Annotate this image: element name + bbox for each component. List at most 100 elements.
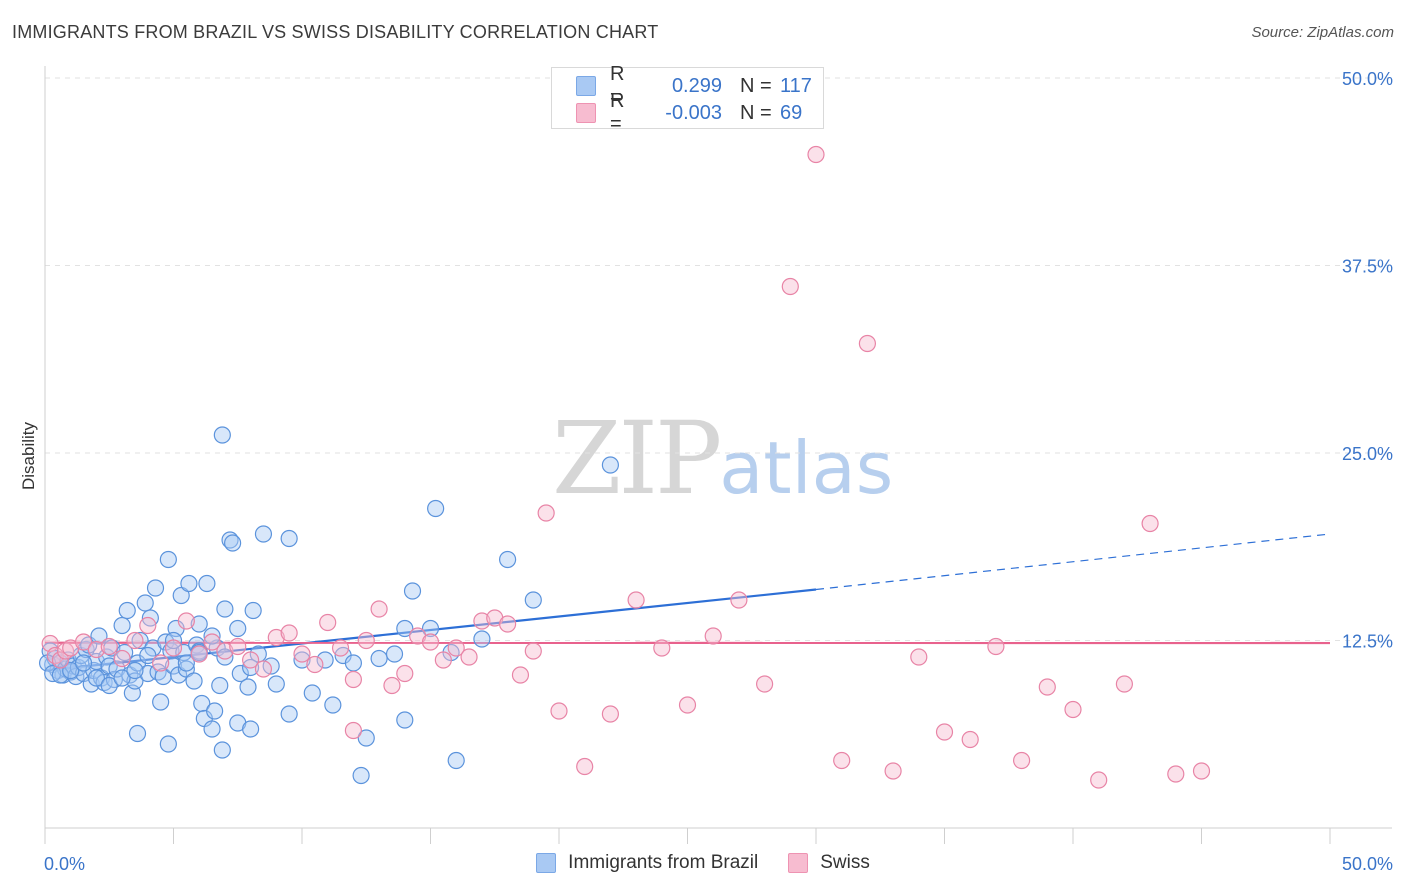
data-point [139, 646, 157, 665]
data-point [224, 534, 242, 552]
data-point [385, 645, 404, 663]
data-point [935, 723, 954, 741]
series-swiss-points [41, 145, 1211, 789]
data-point [267, 675, 285, 693]
legend-r-value: -0.003 [665, 101, 722, 124]
legend-label-brazil: Immigrants from Brazil [568, 852, 759, 873]
data-point [90, 627, 108, 645]
data-point [1192, 762, 1211, 780]
data-point [396, 711, 414, 729]
legend-n-value: 117 [780, 74, 812, 97]
data-point [499, 550, 517, 569]
data-point [159, 550, 177, 569]
data-point [524, 591, 542, 609]
data-point [164, 639, 183, 657]
data-point [370, 600, 388, 618]
data-point [1141, 514, 1159, 533]
legend-label-swiss: Swiss [820, 852, 870, 873]
legend-row-swiss: R = -0.003 N = 69 [576, 90, 820, 135]
legend-item-swiss[interactable]: Swiss [788, 852, 870, 874]
data-point [499, 615, 517, 633]
watermark-atlas: atlas [719, 426, 894, 510]
data-point [51, 666, 70, 684]
data-point [139, 616, 157, 635]
data-point [198, 574, 216, 593]
data-point [357, 729, 375, 747]
data-point [1167, 765, 1185, 783]
data-point [1064, 700, 1082, 719]
gridlines [45, 77, 1392, 641]
data-point [331, 639, 350, 657]
legend-r-label: R = [610, 63, 625, 108]
data-point [254, 660, 273, 678]
data-point [447, 639, 465, 657]
data-point [961, 730, 979, 749]
data-point [239, 678, 257, 696]
data-point [319, 613, 337, 632]
data-point [177, 654, 195, 672]
data-point [1090, 771, 1108, 789]
data-point [51, 651, 70, 669]
legend-n-label: N = [740, 101, 772, 124]
data-point [434, 651, 452, 669]
data-point [576, 757, 594, 776]
data-point [118, 601, 136, 620]
data-point [306, 655, 324, 674]
data-point [403, 582, 422, 600]
watermark-zip: ZIP [552, 400, 722, 517]
data-point [242, 651, 260, 669]
legend-r-label: R = [610, 90, 625, 135]
data-point [280, 705, 298, 723]
data-point [807, 145, 825, 164]
legend-swatch-brazil [536, 853, 557, 873]
data-point [244, 601, 262, 620]
legend-item-brazil[interactable]: Immigrants from Brazil [536, 852, 758, 874]
series-legend: Immigrants from Brazil Swiss [0, 852, 1406, 874]
data-point [221, 531, 239, 549]
data-point [216, 600, 234, 618]
data-point [344, 654, 362, 672]
source-label: Source: ZipAtlas.com [1251, 24, 1394, 41]
data-point [203, 633, 221, 651]
data-point [56, 642, 75, 660]
data-point [216, 648, 234, 666]
data-point [113, 669, 131, 687]
legend-n-value: 69 [780, 101, 803, 124]
data-point [211, 676, 229, 695]
chart-title: IMMIGRANTS FROM BRAZIL VS SWISS DISABILI… [12, 22, 659, 42]
data-point [460, 648, 478, 666]
legend-swatch-swiss [576, 103, 596, 123]
data-point [370, 649, 388, 668]
data-point [152, 693, 170, 711]
data-point [987, 637, 1005, 656]
data-point [511, 666, 530, 684]
data-point [1038, 678, 1056, 696]
data-point [87, 640, 106, 659]
x-tick-label: 0.0% [44, 854, 85, 874]
data-point [524, 642, 542, 660]
data-point [100, 676, 118, 695]
data-point [858, 334, 877, 353]
data-point [74, 654, 93, 672]
y-tick-label: 50.0% [1342, 69, 1393, 89]
data-point [324, 696, 342, 714]
data-point [203, 720, 221, 738]
data-point [231, 664, 249, 683]
data-point [126, 661, 144, 680]
data-point [62, 661, 80, 680]
data-point [447, 751, 465, 770]
data-point [177, 660, 195, 678]
data-point [678, 696, 697, 714]
data-point [213, 426, 231, 444]
y-axis-label: Disability [19, 421, 38, 490]
data-point [180, 574, 198, 593]
data-point [421, 633, 440, 651]
legend-swatch-brazil [576, 76, 596, 96]
data-point [550, 702, 568, 720]
y-tick-label: 12.5% [1342, 632, 1393, 652]
watermark: ZIPatlas [552, 400, 893, 517]
data-point [203, 627, 221, 645]
data-point [159, 735, 177, 753]
data-point [229, 637, 247, 656]
trend-lines [44, 533, 1331, 672]
